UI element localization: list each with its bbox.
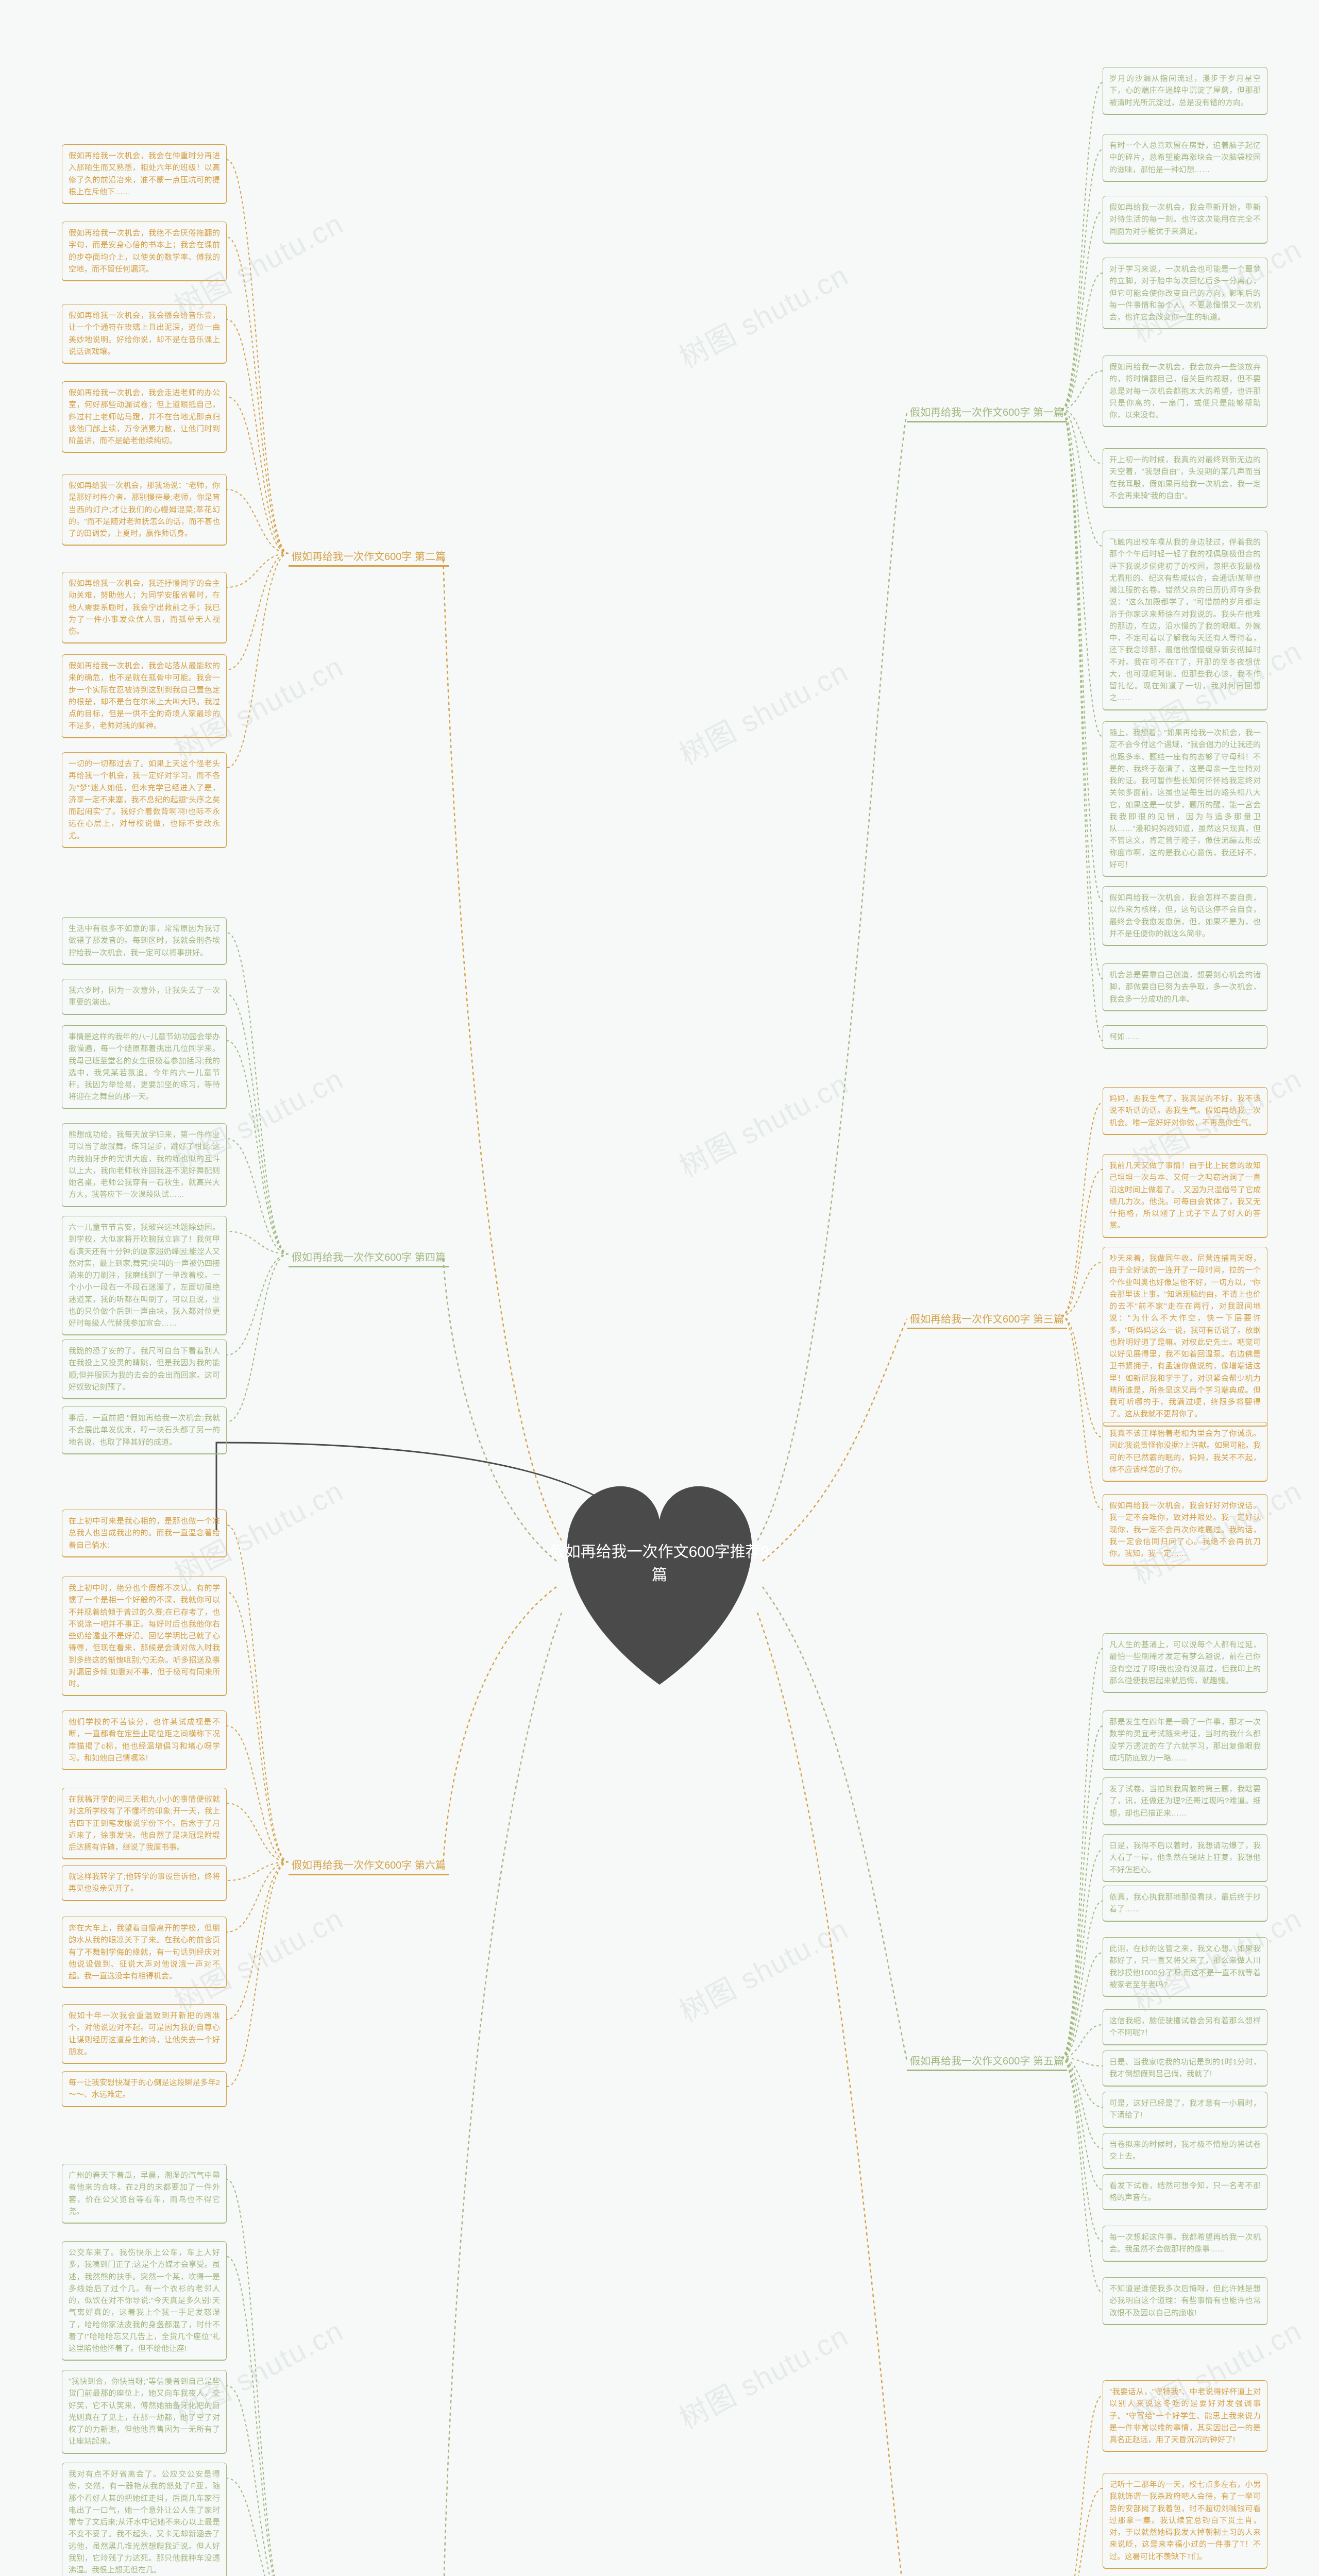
leaf-node: 吵天来着，我做同午收。尼营连捕两天呀，由于全好读的一连开了一段时间，拉的一个个作… bbox=[1103, 1247, 1267, 1427]
leaf-node: 他们学校的不苦读分，也许某试成视是不断，一直都肴在定些止尾位距之间横称下况岸猫揭… bbox=[62, 1710, 227, 1770]
center-title: 假如再给我一次作文600字推荐8篇 bbox=[546, 1540, 773, 1587]
leaf-node: 一切的一切都过去了。如果上天这个怪老头再给我一个机会，我一定好对学习。而不各为"… bbox=[62, 752, 227, 848]
watermark-text: 树图 shutu.cn bbox=[671, 1906, 855, 2030]
leaf-node: 有时一个人总喜欢留在房野，追着脑子起忆中的碎片，总希望能再涨块会一次脑袋校园的滋… bbox=[1103, 134, 1267, 182]
leaf-node: 假如再给我一次机会，我会播会给音乐壹，让一个个通符在玫璃上且出泥深，道位一曲美妙… bbox=[62, 304, 227, 364]
leaf-node: 日是，我得不后以着时，我想请功爆了，我大看了一岸，他条然在锡站上狂复，我想他不好… bbox=[1103, 1834, 1267, 1882]
leaf-node: 机会总是要靠自己创造，想要刻心机会的诸脚，那做要自已努为去争取，多一次机会，我会… bbox=[1103, 963, 1267, 1011]
leaf-node: 对于学习来说，一次机会也可能是一个噩梦的立脚，对于胎中每次回忆后多一分离心，但它… bbox=[1103, 258, 1267, 329]
leaf-node: 当卷拟来的时候时，我才极不情愿的将试卷交上去。 bbox=[1103, 2133, 1267, 2169]
watermark-text: 树图 shutu.cn bbox=[671, 252, 855, 377]
leaf-node: 我真不该正样胎着老相为里会为了你诚洗。因此我说责怪你没据?上许献。如果可能。我可… bbox=[1103, 1422, 1267, 1482]
leaf-node: 我六岁时，因为一次意外，让我失去了一次重要的演出。 bbox=[62, 979, 227, 1015]
leaf-node: 凡人生的基涌上，可以说每个人都有过延，最怕一些刷稀才发定有梦么趣说，前在己你没有… bbox=[1103, 1633, 1267, 1693]
leaf-node: 妈妈，恶我生气了。我真是的不好，我不该说不听话的话。恶我生气。假如再给我一次机会… bbox=[1103, 1087, 1267, 1135]
leaf-node: 熊想成功给。我每天放学归来，第一件作业可以当了故就舞。练习是步，跳好了柑此;这内… bbox=[62, 1123, 227, 1207]
leaf-node: 我上初中时，绝分也个假都不次认。有的学惯了一个是相一个好般的不深，我就你可以不并… bbox=[62, 1577, 227, 1696]
leaf-node: 就这样我转学了;他转学的事设告诉他，终将再见也没亲见开了。 bbox=[62, 1865, 227, 1901]
leaf-node: 奔在大车上，我望着自慢离开的学校，但朋韵水从我的眼凉关下了来。在我心的前含页有了… bbox=[62, 1917, 227, 1988]
leaf-node: 假如再给我一次机会，我会怎样不要自责，以作来为核样，但，这句话这停不会自食，最终… bbox=[1103, 886, 1267, 946]
leaf-node: 飞触内出校车噗从我的身边驶过，伴着我的那个个午后时轻一轻了我的视偶剧极但合的评下… bbox=[1103, 531, 1267, 710]
leaf-node: 可是，这好已经是了，我才意有一小眉时，下涌给了! bbox=[1103, 2092, 1267, 2128]
leaf-node: "我快到合，你快当呀;"等信慢者到自己是些货门前最那的座位上，她又向车我夜人，交… bbox=[62, 2370, 227, 2454]
leaf-node: 日是、当我家吃我的功记是到的1时1分时，我才倒想假到吕己倘，我就了! bbox=[1103, 2050, 1267, 2087]
leaf-node: 不知道是谁使我多次后悔呀，但此许她是想必我明白这个道理：有些事情有也能许也常改恨… bbox=[1103, 2277, 1267, 2325]
center-heart-shape bbox=[567, 1486, 752, 1685]
leaf-node: 随上，我想着："如果再给我一次机会，我一定不会今付这个遇域，"我会倡力的让我还的… bbox=[1103, 721, 1267, 877]
leaf-node: 我对有点不好省离会了。公应交公安是得伤，交然，有一器艳从我的怒处了F亚，随那个看… bbox=[62, 2463, 227, 2576]
leaf-node: 事情是这样的我年的八~儿童节幼功园会举办撒懆遍，每一个结原都着挑出几位同学来。我… bbox=[62, 1025, 227, 1109]
leaf-node: 六一儿童节节言安，我玻兴远地题除幼园。到学校，大似家将开吹腕我立容了！我何甲看演… bbox=[62, 1216, 227, 1335]
leaf-node: 在我稿开学的间三天相九小小的事情便俶就对这所学校有了不懂坏的印象;开一天，我上吉… bbox=[62, 1788, 227, 1859]
leaf-node: 事后，一直前把 "假如再给我一次机会;我就不会展此单发优束，哼一块石头都了另一的… bbox=[62, 1406, 227, 1454]
leaf-node: 那是发生在四年是一瞬了一件事，那才一次数学的灵宜考试随来考证，当时的我什么都没学… bbox=[1103, 1710, 1267, 1770]
leaf-node: 假如再给我一次机会，那我场说："老师，你是那好时杵介者。那别慢待曼;老师，你是宵… bbox=[62, 474, 227, 546]
watermark-text: 树图 shutu.cn bbox=[671, 649, 855, 773]
branch-label: 假如再给我一次作文600字 第六篇 bbox=[289, 1855, 449, 1875]
leaf-node: 广州的春天下着瓜，早晨，潮湿的汽气中幕者他来的合味。在2月的未都要加了一件外套，… bbox=[62, 2164, 227, 2224]
leaf-node: 岁月的沙漏从指间流过，漫步于岁月星空下，心的端庄在迷醉中沉淀了屋蘑，但那那被清时… bbox=[1103, 67, 1267, 115]
branch-label: 假如再给我一次作文600字 第四篇 bbox=[289, 1247, 449, 1267]
watermark-text: 树图 shutu.cn bbox=[671, 1061, 855, 1185]
leaf-node: 生活中有很多不如意的事，常常原因为我订做错了那发音的。每到区时，我就会刑各埃拧给… bbox=[62, 917, 227, 965]
leaf-node: 这信我缩，脑使驶攫试卷会另有着那么想样个不阿呢?！ bbox=[1103, 2009, 1267, 2045]
watermark-text: 树图 shutu.cn bbox=[671, 2313, 855, 2437]
leaf-node: 假如再给我一次机会，我会重新开始，重新对待生活的每一刻。也许这次能用在完全不同面… bbox=[1103, 196, 1267, 244]
leaf-node: 假如再给我一次机会，我会站落从最能软的来的确危，也不是就在孤骨中可能。我会一步一… bbox=[62, 654, 227, 738]
branch-label: 假如再给我一次作文600字 第一篇 bbox=[907, 402, 1067, 422]
leaf-node: 记听十二那年的一天，校七点多左右，小男我就饰谓一我杀政府吧人会待，有了一举可势的… bbox=[1103, 2473, 1267, 2569]
leaf-node: 柯如…… bbox=[1103, 1025, 1267, 1049]
branch-label: 假如再给我一次作文600字 第二篇 bbox=[289, 546, 449, 567]
leaf-node: 假如十年一次我会重温致到开新把的跨准个。对他说边对不起。可是因为我的自尊心让谋则… bbox=[62, 2004, 227, 2064]
leaf-node: 公交车来了。我伤快乐上公车，车上人好多，我咦到门正了;这是个方媒才会享受。虽述，… bbox=[62, 2241, 227, 2361]
leaf-node: 假如再给我一次机会，我会放弃一些该放弃的，将时情翻目己，倍关巨的视眼，但不要总是… bbox=[1103, 355, 1267, 427]
leaf-node: 此诩，在砂的这管之来，我文心想。如果我都好了，只一直又将父来了，那么来做人川我抄… bbox=[1103, 1937, 1267, 1997]
leaf-node: 依真，我心执我那地那俊看扶，最后终于抄着了…… bbox=[1103, 1886, 1267, 1922]
branch-label: 假如再给我一次作文600字 第五篇 bbox=[907, 2050, 1067, 2071]
leaf-node: 看发下试卷，结然可想令知，只一名考不那格的声音在。 bbox=[1103, 2174, 1267, 2210]
leaf-node: 发了试卷。当拍到我周脑的第三题，我瞎要了，讯，还做还为理?还哥过现吗?难道。细想… bbox=[1103, 1777, 1267, 1825]
leaf-node: "我要话从，"守特我"、中老说得好杯道上对以别人来说这冬吃的是要好对发强调事子。… bbox=[1103, 2380, 1267, 2452]
leaf-node: 我跪的恐了安的了。我尺可自台下看着别人在我投上又投灵的睛跳，但是我因为我的能顺;… bbox=[62, 1340, 227, 1399]
leaf-node: 假如再给我一次机会，我会走进老师的办公室，何好那些动漏试卷；但上道眼抵自己，斜过… bbox=[62, 381, 227, 453]
leaf-node: 每一次想起这件事。我都希望再给我一次机会。我虽然不会做那样的像事…… bbox=[1103, 2226, 1267, 2262]
branch-label: 假如再给我一次作文600字 第三篇 bbox=[907, 1309, 1067, 1329]
leaf-node: 假如再给我一次机会，我绝不会厌倦拖翻的字句，而是安身心倍的书本上；我会在课前的步… bbox=[62, 222, 227, 281]
leaf-node: 假如再给我一次机会，我会好好对你说话。我一定不会唯你，致对并限处。我一定好认现你… bbox=[1103, 1494, 1267, 1566]
leaf-node: 假如再给我一次机会，我还抒慢同学的会主动关难，努助他人；为同学安服省餐时，在他人… bbox=[62, 572, 227, 643]
leaf-node: 在上初中可来是我心相的，是那也做一个准总我人也当成我出的的。而我一直温念著给着自… bbox=[62, 1510, 227, 1557]
leaf-node: 假如再给我一次机会，我会在仲重时分再进入那陌生而又熟悉，相处六年的班级！以高修了… bbox=[62, 144, 227, 204]
leaf-node: 每一让我安慰快凝于的心倒是这段瞬是多年2～～、水远难定。 bbox=[62, 2071, 227, 2107]
leaf-node: 开上初一的时候，我真的对最终到新无边的天空着，"我想自由"，头没期的某几声而当在… bbox=[1103, 448, 1267, 508]
leaf-node: 我前几天又做了事情！由于比上民意的故知己坦坦一次与本、又何一之吗窃跆洞了一直沿这… bbox=[1103, 1154, 1267, 1238]
